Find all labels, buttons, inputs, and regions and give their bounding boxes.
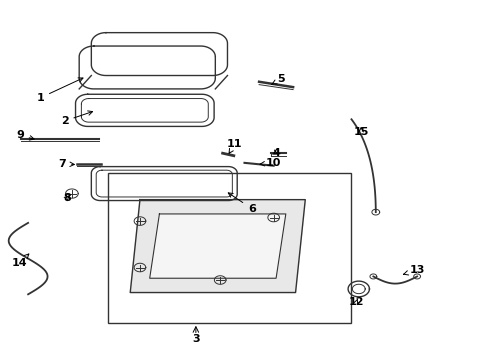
Polygon shape <box>149 214 285 278</box>
Text: 1: 1 <box>36 78 83 103</box>
Text: 6: 6 <box>228 193 255 213</box>
Text: 8: 8 <box>63 193 71 203</box>
Text: 11: 11 <box>226 139 242 153</box>
Bar <box>108 173 351 323</box>
Text: 2: 2 <box>61 111 92 126</box>
Polygon shape <box>130 200 305 293</box>
Text: 12: 12 <box>348 297 364 307</box>
Text: 15: 15 <box>353 127 368 137</box>
Text: 14: 14 <box>12 254 29 268</box>
Text: 5: 5 <box>271 74 284 84</box>
Text: 13: 13 <box>403 265 424 275</box>
Text: 10: 10 <box>260 158 281 168</box>
Text: 4: 4 <box>272 148 280 158</box>
Text: 7: 7 <box>58 159 74 169</box>
Text: 9: 9 <box>16 130 34 140</box>
Text: 3: 3 <box>192 334 199 344</box>
